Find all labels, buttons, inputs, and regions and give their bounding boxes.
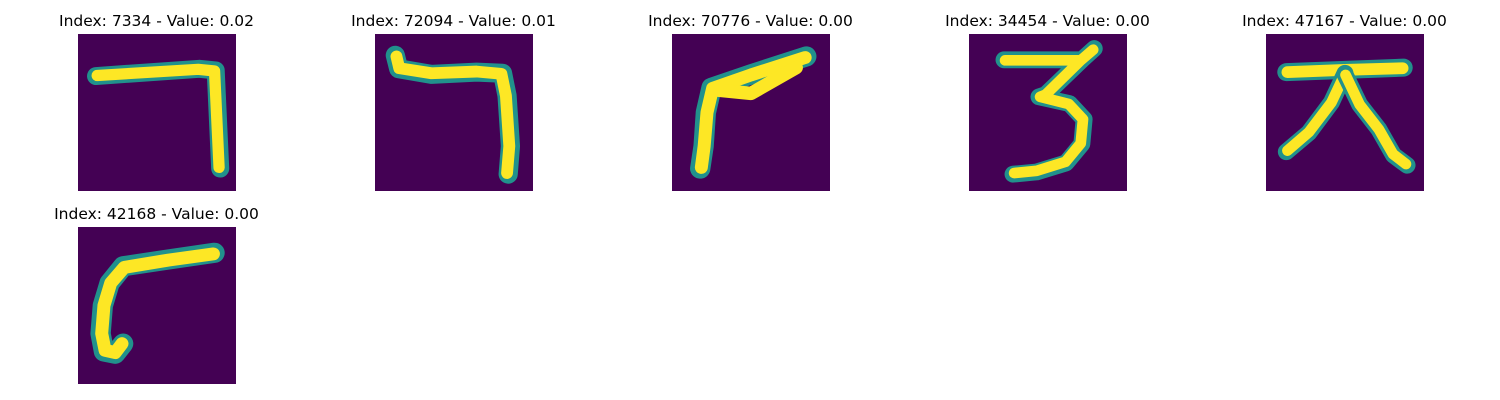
tile-title: Index: 7334 - Value: 0.02: [59, 12, 254, 30]
digit-image: [1266, 34, 1424, 191]
tile-title: Index: 47167 - Value: 0.00: [1242, 12, 1447, 30]
digit-image: [78, 34, 236, 191]
glyph-hook-right-icon: [87, 59, 230, 178]
glyph-angle-up-icon: [690, 46, 817, 179]
tile-title: Index: 34454 - Value: 0.00: [945, 12, 1150, 30]
digit-image: [672, 34, 830, 191]
glyph-da-icon: [1277, 58, 1416, 174]
digit-image: [375, 34, 533, 191]
glyph-three-icon: [995, 40, 1103, 183]
tile-title: Index: 70776 - Value: 0.00: [648, 12, 853, 30]
glyph-hook-right-bent-icon: [385, 45, 521, 184]
tile-title: Index: 72094 - Value: 0.01: [351, 12, 556, 30]
tile-title: Index: 42168 - Value: 0.00: [54, 205, 259, 223]
glyph-hook-left-icon: [90, 242, 225, 364]
digit-image: [78, 227, 236, 384]
digit-image: [969, 34, 1127, 191]
